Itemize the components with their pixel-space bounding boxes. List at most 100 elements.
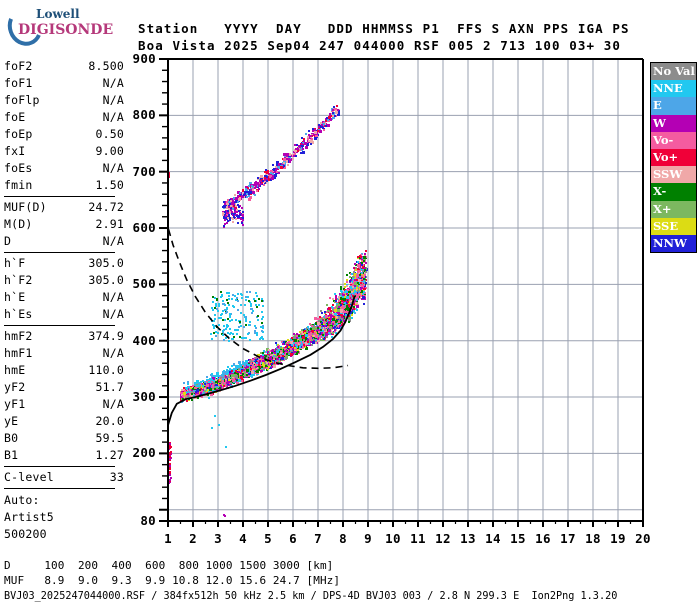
data-point (329, 326, 332, 329)
data-point (286, 354, 288, 356)
data-point (248, 373, 251, 376)
data-point (323, 318, 325, 320)
data-point (205, 390, 207, 392)
data-point (282, 356, 284, 358)
data-point (263, 359, 266, 362)
data-point (269, 358, 271, 360)
data-point (248, 367, 251, 370)
data-point (228, 381, 230, 383)
data-point (264, 362, 266, 364)
data-point (361, 276, 363, 278)
data-point (358, 268, 360, 270)
data-point (186, 393, 188, 395)
data-point (305, 343, 307, 345)
data-point (327, 329, 329, 331)
data-point (281, 356, 283, 358)
data-point (328, 311, 330, 313)
data-point (280, 346, 282, 348)
data-point (349, 314, 351, 316)
data-point (275, 363, 277, 365)
data-point (246, 368, 249, 371)
data-point (269, 362, 271, 364)
data-point (234, 374, 237, 377)
data-point (299, 344, 301, 346)
data-point (301, 341, 303, 343)
data-point (241, 376, 243, 378)
data-point (255, 366, 257, 368)
data-point (221, 382, 223, 384)
data-point (237, 371, 239, 373)
data-point (349, 298, 351, 300)
data-point (322, 321, 325, 324)
data-point (286, 346, 288, 348)
scatter-data-points (168, 105, 368, 517)
data-point (236, 368, 238, 370)
data-point (298, 343, 300, 345)
data-point (331, 325, 333, 327)
data-point (272, 361, 274, 363)
data-point (310, 338, 312, 340)
data-point (342, 305, 344, 307)
data-point (306, 335, 308, 337)
data-point (354, 292, 357, 295)
data-point (267, 360, 269, 362)
data-point (310, 335, 312, 337)
data-point (296, 335, 298, 337)
data-point (282, 356, 284, 358)
data-point (223, 384, 225, 386)
data-point (328, 324, 330, 326)
data-point (211, 389, 213, 391)
data-point (351, 289, 353, 291)
data-point (311, 329, 313, 331)
data-point (229, 377, 231, 379)
data-point (196, 393, 198, 395)
data-point (207, 389, 210, 392)
data-point (322, 330, 324, 332)
data-point (234, 376, 237, 379)
data-point (314, 336, 316, 338)
data-point (347, 309, 350, 312)
data-point (343, 307, 345, 309)
data-point (216, 375, 218, 377)
data-point (276, 353, 278, 355)
data-point (274, 351, 277, 354)
param-key: M(D) (4, 216, 33, 233)
data-point (229, 374, 231, 376)
data-point (252, 366, 254, 368)
data-point (259, 368, 261, 370)
data-point (329, 297, 331, 299)
data-point (287, 350, 289, 352)
data-point (340, 309, 342, 311)
data-point (193, 385, 196, 388)
data-point (286, 348, 288, 350)
data-point (333, 316, 335, 318)
data-point (274, 352, 276, 354)
data-point (188, 398, 190, 400)
data-point (310, 337, 312, 339)
data-point (222, 381, 224, 383)
data-point (273, 353, 275, 355)
data-point (276, 350, 278, 352)
data-point (328, 321, 330, 323)
data-point (257, 362, 259, 364)
data-point (210, 379, 212, 381)
data-point (320, 329, 323, 332)
data-point (293, 351, 295, 353)
data-point (269, 363, 271, 365)
data-point (263, 362, 265, 364)
data-point (360, 284, 362, 286)
data-point (340, 290, 342, 292)
data-point (259, 365, 261, 367)
data-point (337, 304, 340, 307)
data-point (309, 329, 311, 331)
data-point (295, 348, 297, 350)
data-point (275, 351, 277, 353)
data-point (333, 311, 335, 313)
data-point (316, 336, 318, 338)
data-point (255, 361, 257, 363)
data-point (251, 366, 253, 368)
data-point (356, 305, 359, 308)
data-point (192, 387, 194, 389)
data-point (364, 285, 366, 287)
